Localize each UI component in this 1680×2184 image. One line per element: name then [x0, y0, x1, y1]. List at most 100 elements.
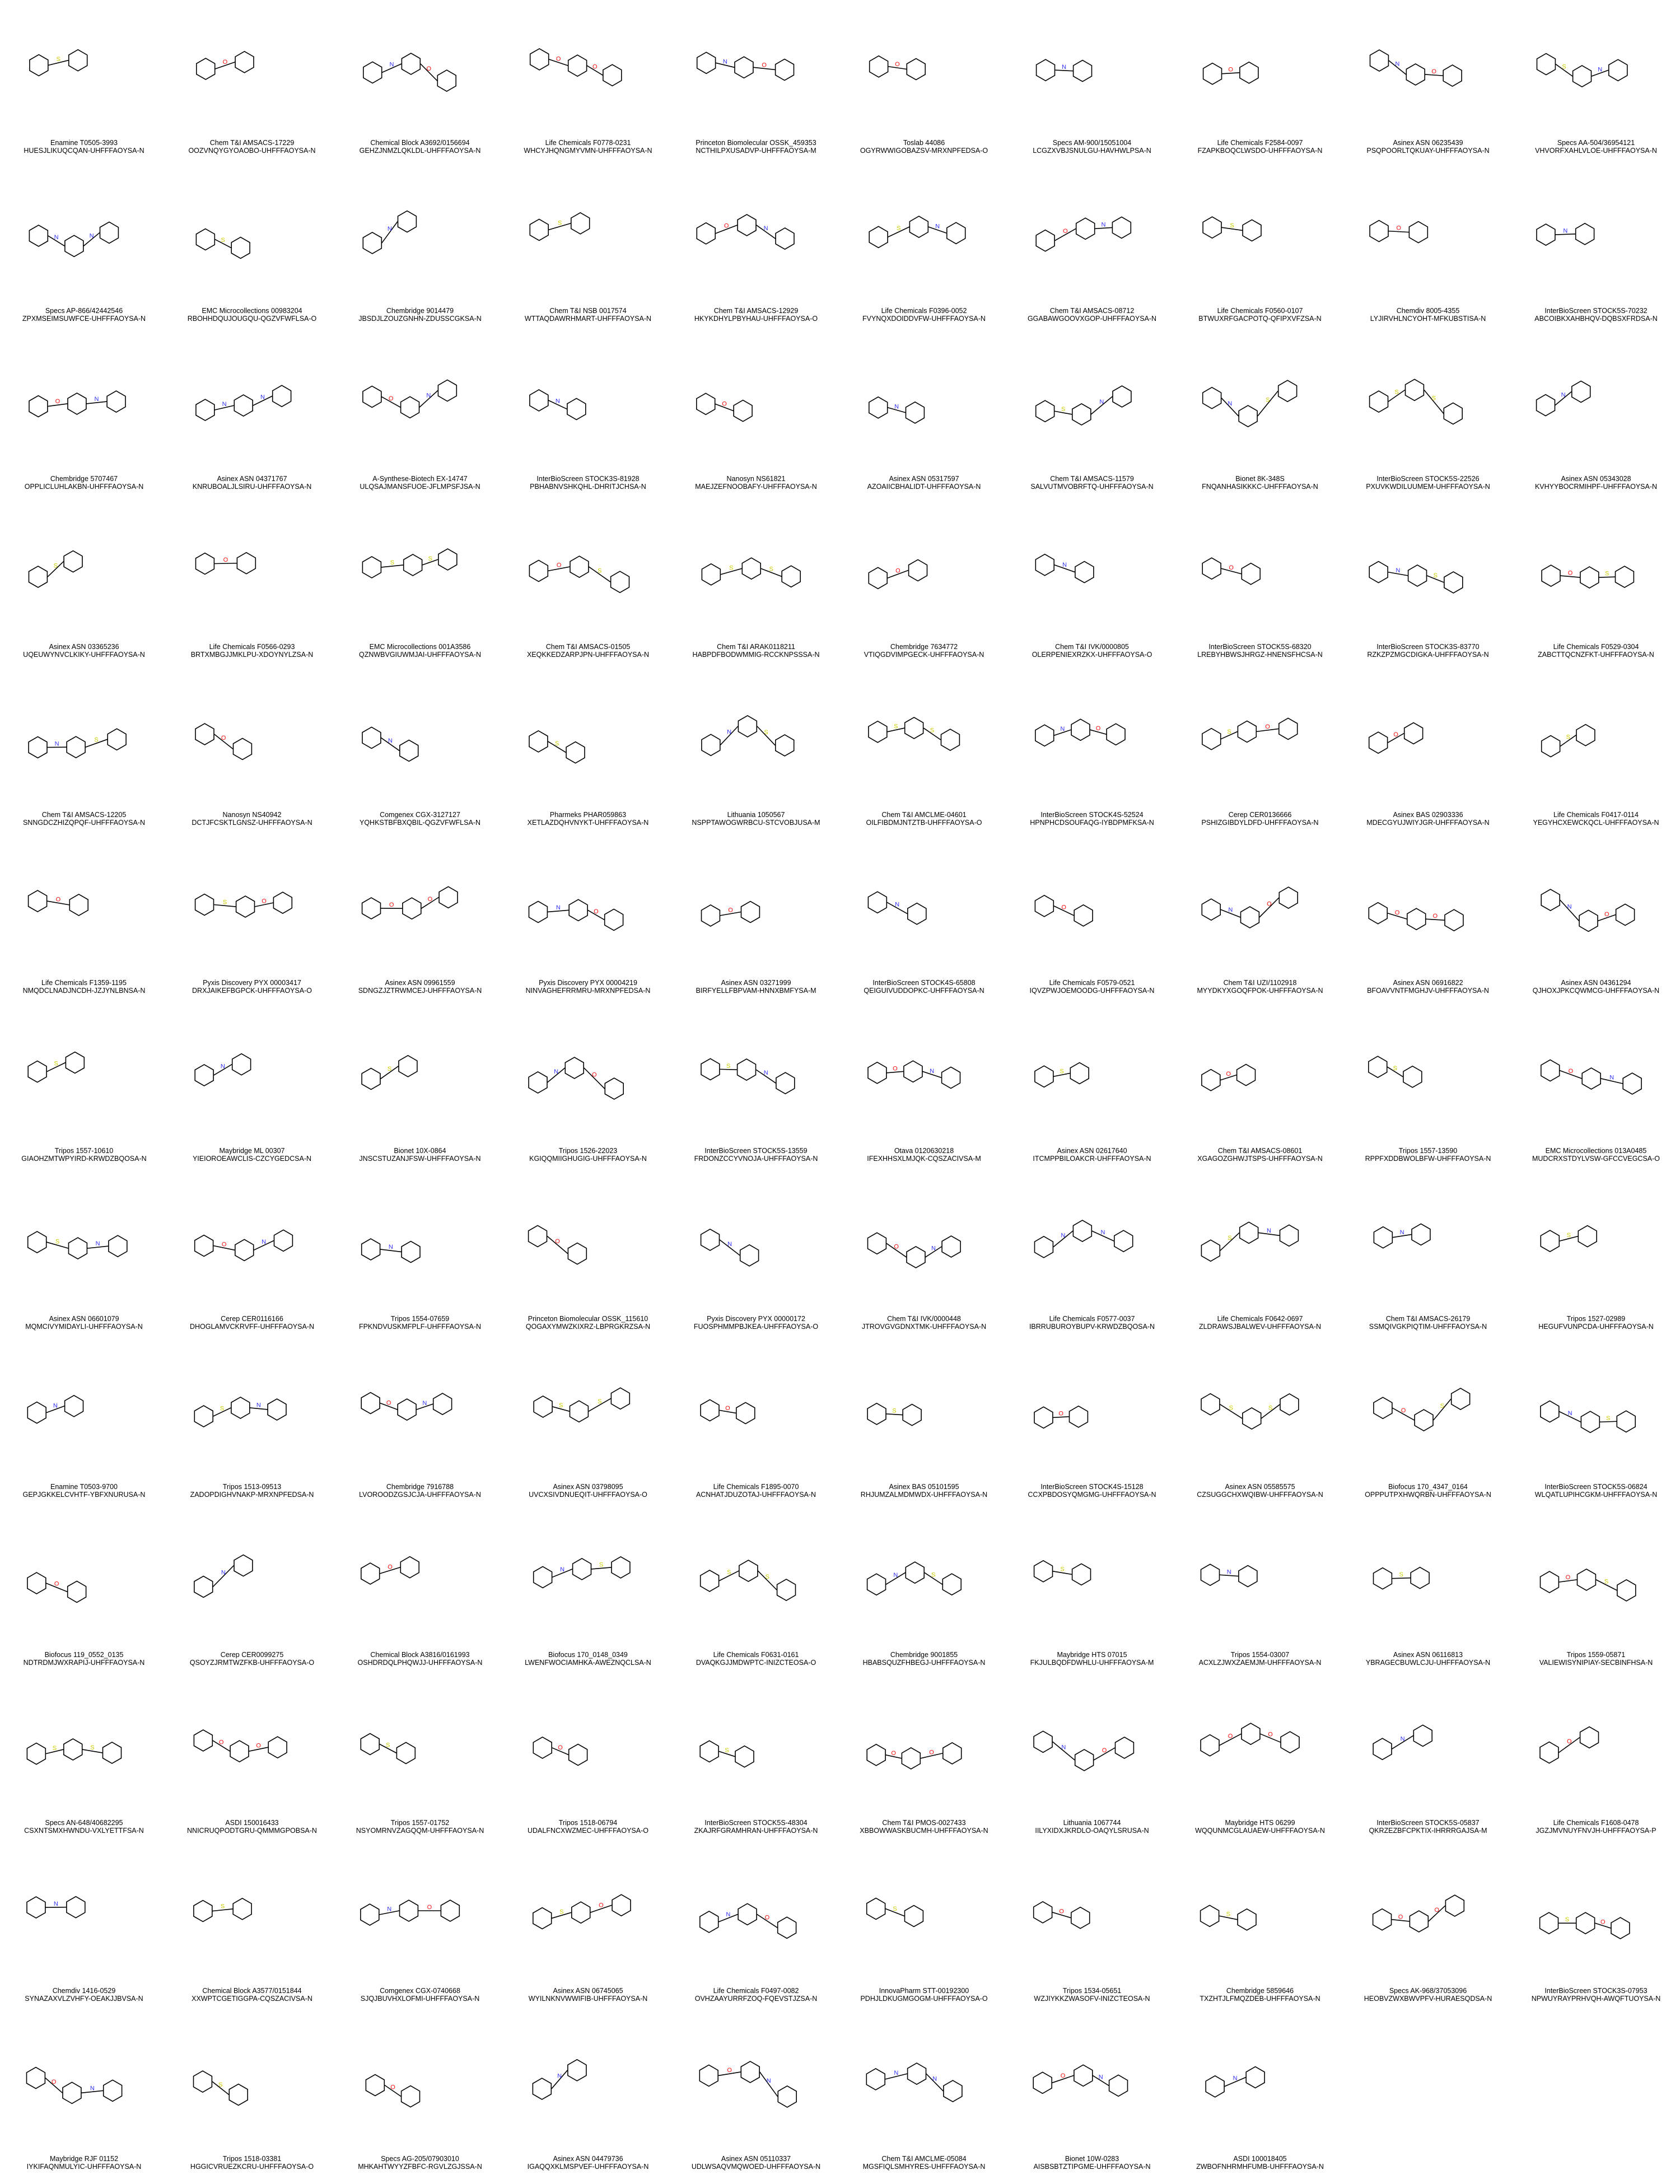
compound-label: InterBioScreen STOCK3S-07953 NPWUYRAYPRHV…: [1512, 1987, 1680, 2003]
heteroatom-icon: S: [1230, 222, 1234, 229]
linker-bond: [1256, 728, 1279, 732]
ring-bond: [64, 235, 84, 258]
molecule-structure-icon: N: [1205, 2066, 1265, 2098]
linker-bond: [1388, 571, 1408, 576]
molecule-structure-icon: OO: [1368, 902, 1464, 932]
molecule-structure-icon: OO: [529, 48, 622, 87]
linker-bond: [254, 902, 274, 907]
compound-name: Toslab 44086: [903, 139, 945, 147]
linker-bond: [718, 1914, 738, 1922]
linker-bond: [1257, 390, 1278, 417]
ring-bond: [1581, 1067, 1601, 1090]
heteroatom-icon: O: [1395, 909, 1400, 916]
ring-bond: [401, 1240, 421, 1263]
compound-inchikey: NPWUYRAYPRHVQH-AWQFTUOYSA-N: [1531, 1995, 1661, 2003]
compound-inchikey: NCTHILPXUSADVP-UHFFFAOYSA-M: [696, 147, 816, 155]
ring-bond: [1108, 2074, 1128, 2097]
ring-bond: [1033, 1730, 1053, 1753]
heteroatom-icon: N: [55, 740, 59, 747]
compound-cell: O InterBioScreen STOCK5S-68320 LREBYHBWSJH…: [1176, 504, 1344, 672]
compound-name: Life Chemicals F0631-0161: [713, 1651, 799, 1659]
compound-label: Asinex ASN 02617640 ITCMPPBILOAKCR-UHFFFA…: [1008, 1147, 1176, 1163]
ring-bond: [194, 1234, 214, 1257]
heteroatom-icon: N: [727, 1241, 732, 1248]
compound-label: Chembridge 9014479 JBSDJLZOUZGNHN-ZDUSSCG…: [336, 307, 504, 323]
ring-bond: [195, 723, 214, 745]
ring-bond: [67, 392, 87, 415]
linker-bond: [1392, 1234, 1412, 1238]
compound-label: Asinex ASN 03365236 UQEUWYNVCLKIKY-UHFFFA…: [0, 643, 168, 659]
ring-bond: [399, 739, 419, 762]
ring-bond: [699, 1740, 719, 1763]
ring-bond: [533, 1395, 553, 1418]
ring-bond: [195, 58, 216, 80]
compound-inchikey: VHVORFXAHLVLOE-UHFFFAOYSA-N: [1535, 147, 1657, 155]
linker-bond: [920, 1753, 943, 1759]
compound-inchikey: WZJIYKKZWASOFV-INIZCTEOSA-N: [1034, 1995, 1150, 2003]
compound-label: Tripos 1513-09513 ZADOPDIGHVNAKP-MRXNPFED…: [168, 1483, 336, 1499]
molecule-structure-icon: O: [195, 723, 253, 760]
compound-name: Tripos 1557-01752: [390, 1819, 450, 1827]
ring-bond: [437, 379, 458, 402]
linker-bond: [718, 1751, 735, 1757]
compound-inchikey: ULQSAJMANSFUOE-JFLMPSFJSA-N: [360, 483, 480, 491]
molecule-structure-icon: SN: [1035, 385, 1132, 426]
molecule-structure-icon: NS: [533, 1556, 631, 1589]
compound-cell: O Life Chemicals F0579-0521 IQVZPWJOEMOODG…: [1008, 840, 1176, 1008]
ring-bond: [529, 218, 549, 241]
compound-name: Asinex ASN 05110337: [721, 2155, 791, 2163]
heteroatom-icon: S: [769, 566, 773, 572]
ring-bond: [232, 738, 253, 760]
ring-bond: [1279, 1224, 1299, 1247]
molecule-structure-icon: N: [867, 891, 927, 925]
compound-name: Chemical Block A3577/0151844: [202, 1987, 302, 1995]
compound-cell: O N Bionet 10W-0283 AISBSBTZTIPGME-UHFFFAOY…: [1008, 2016, 1176, 2184]
compound-cell: O Chem T&I AMSACS-17229 OOZVNQYGYOAOBO-UHF…: [168, 0, 336, 168]
compound-cell: N N Life Chemicals F0577-0037 IBRRUBUROYBUP…: [1008, 1176, 1176, 1344]
linker-bond: [82, 1749, 103, 1753]
heteroatom-icon: O: [1401, 1407, 1406, 1414]
ring-bond: [1239, 1221, 1259, 1244]
compound-name: Biofocus 170_0148_0349: [548, 1651, 628, 1659]
ring-bond: [234, 394, 253, 417]
compound-inchikey: PXUVKWDILUUMEM-UHFFFAOYSA-N: [1366, 483, 1490, 491]
compound-inchikey: ACXLZJWXZAEMJM-UHFFFAOYSA-N: [1198, 1659, 1322, 1667]
compound-inchikey: GGABAWGOOVXGOP-UHFFFAOYSA-N: [1027, 315, 1157, 323]
linker-bond: [547, 909, 569, 913]
molecule-structure-icon: S: [866, 1897, 924, 1928]
compound-name: Chem T&I ARAK0118211: [717, 643, 795, 651]
compound-cell: N InterBioScreen STOCK5S-05837 QKRZEZBFCPK…: [1344, 1680, 1512, 1848]
compound-name: Maybridge ML 00307: [219, 1147, 285, 1155]
compound-inchikey: HBABSQUZFHBEGJ-UHFFFAOYSA-N: [862, 1659, 986, 1667]
ring-bond: [699, 1569, 720, 1592]
compound-cell: O Nanosyn NS40942 DCTJFCSKTLGNSZ-UHFFFAOYS…: [168, 672, 336, 840]
linker-bond: [1388, 60, 1407, 75]
linker-bond: [46, 1242, 69, 1249]
ring-bond: [361, 1238, 381, 1261]
compound-inchikey: WQQUNMCGLAUAEW-UHFFFAOYSA-N: [1195, 1827, 1325, 1835]
heteroatom-icon: N: [1396, 567, 1400, 574]
ring-bond: [69, 893, 88, 916]
compound-cell: N S Bionet 8K-348S FNQANHASIKKKC-UHFFFAOYSA…: [1176, 336, 1344, 504]
linker-bond: [552, 1569, 573, 1578]
ring-bond: [1278, 717, 1298, 740]
heteroatom-icon: O: [56, 897, 61, 903]
ring-bond: [529, 559, 549, 582]
ring-bond: [1414, 1409, 1434, 1432]
heteroatom-icon: N: [96, 1240, 100, 1247]
compound-name: Asinex ASN 06235439: [1393, 139, 1463, 147]
compound-inchikey: FRDONZCCYVNOJA-UHFFFAOYSA-N: [694, 1155, 818, 1163]
linker-bond: [1260, 1733, 1281, 1743]
compound-cell: O Chemdiv 8005-4355 LYJIRVHLNCYOHT-MFKUBST…: [1344, 168, 1512, 336]
molecule-structure-icon: OS: [529, 556, 630, 594]
ring-bond: [1240, 906, 1260, 928]
heteroatom-icon: O: [557, 562, 562, 569]
linker-bond: [760, 568, 782, 577]
compound-inchikey: UDALFNCXWZMEC-UHFFFAOYSA-O: [528, 1827, 648, 1835]
ring-bond: [1403, 722, 1424, 745]
ring-bond: [236, 552, 256, 575]
heteroatom-icon: O: [1102, 1747, 1107, 1754]
linker-bond: [380, 1249, 402, 1253]
compound-label: Asinex ASN 04361294 QJHOXJPKCQWMCG-UHFFFA…: [1512, 979, 1680, 995]
